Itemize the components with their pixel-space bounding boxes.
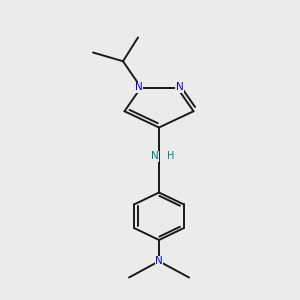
Text: N: N <box>135 82 142 92</box>
Text: H: H <box>167 151 174 161</box>
Text: N: N <box>155 256 163 266</box>
Text: N: N <box>151 151 158 161</box>
Text: N: N <box>176 82 183 92</box>
